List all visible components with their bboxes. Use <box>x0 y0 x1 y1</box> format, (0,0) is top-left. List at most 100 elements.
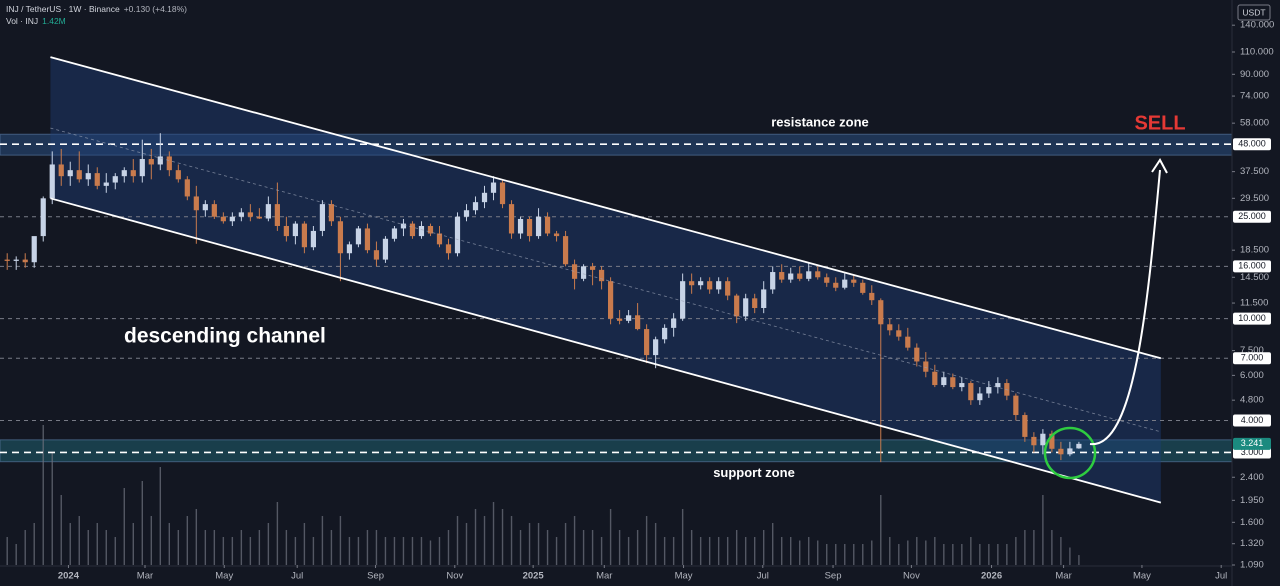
candle-body <box>680 281 686 319</box>
volume-header: Vol · INJ 1.42M <box>6 16 66 26</box>
candle-body <box>598 269 605 282</box>
candle-body <box>959 383 965 388</box>
candle-body <box>391 228 398 239</box>
candle-body <box>517 218 524 234</box>
x-tick-label: Jul <box>291 571 303 582</box>
level-label: 48.000 <box>1238 139 1266 149</box>
candle-body <box>617 318 623 321</box>
candle-body <box>328 204 335 222</box>
y-tick-label: 6.000 <box>1240 370 1264 381</box>
level-box <box>1233 260 1271 273</box>
candle-body <box>905 336 911 348</box>
candle-body <box>770 272 776 290</box>
zone-label: support zone <box>713 465 795 480</box>
volume-layer <box>6 425 1080 565</box>
symbol-header: INJ / TetherUS · 1W · Binance +0.130 (+4.… <box>6 4 187 14</box>
candle-body <box>788 273 794 280</box>
candle-body <box>220 216 226 222</box>
candle-body <box>725 281 731 296</box>
candle-body <box>265 204 271 219</box>
candle-body <box>734 295 740 317</box>
candle-body <box>1022 415 1028 437</box>
candle-body <box>4 259 10 261</box>
y-tick-label: 1.320 <box>1240 538 1264 549</box>
candle-body <box>364 228 371 251</box>
candle-body <box>635 315 641 330</box>
level-label: 3.000 <box>1241 447 1264 457</box>
candle-body <box>103 182 109 186</box>
y-tick-label: 29.500 <box>1240 193 1269 204</box>
candle-body <box>878 300 884 325</box>
candle-body <box>463 210 470 217</box>
arrow-head <box>1151 158 1168 174</box>
candle-body <box>797 273 803 279</box>
y-tick-label: 110.000 <box>1240 47 1274 58</box>
candle-body <box>1067 448 1073 455</box>
candle-body <box>274 204 280 226</box>
volume-value: 1.42M <box>42 16 66 26</box>
candle-body <box>896 330 902 337</box>
candle-body <box>562 236 569 265</box>
candle-body <box>986 387 992 394</box>
candle-body <box>427 225 434 234</box>
x-tick-label: Mar <box>1055 571 1071 582</box>
candle-body <box>607 281 614 319</box>
candle-body <box>139 159 145 177</box>
candle-body <box>553 233 560 237</box>
candle-body <box>589 266 596 270</box>
candle-body <box>310 230 317 248</box>
candle-body <box>229 216 235 222</box>
level-label: 25.000 <box>1238 211 1266 221</box>
candle-body <box>1058 448 1064 455</box>
candle-body <box>968 383 974 401</box>
channel-label: descending channel <box>124 325 326 348</box>
candle-body <box>851 279 857 283</box>
candle-body <box>580 266 587 279</box>
level-box <box>1233 414 1271 427</box>
candle-body <box>914 347 920 362</box>
candle-body <box>166 156 172 171</box>
candle-body <box>238 212 244 217</box>
candle-body <box>644 329 650 356</box>
candle-body <box>842 279 848 288</box>
volume-title: Vol · INJ <box>6 16 38 26</box>
channel-lower <box>50 197 1162 504</box>
candle-body <box>544 216 551 234</box>
y-tick-label: 2.400 <box>1240 472 1264 483</box>
y-tick-label: 1.600 <box>1240 517 1264 528</box>
candle-body <box>626 315 632 321</box>
candle-body <box>436 233 443 245</box>
y-tick-label: 58.000 <box>1240 118 1269 129</box>
candle-body <box>31 236 37 263</box>
y-tick-label: 1.090 <box>1240 560 1264 571</box>
y-tick-label: 1.950 <box>1240 495 1264 506</box>
candle-body <box>130 170 136 177</box>
candle-body <box>301 223 307 248</box>
currency: USDT <box>1242 7 1265 17</box>
annotation-layer: resistance zone support zone descending ch… <box>124 112 1186 480</box>
candle-body <box>824 277 830 283</box>
x-tick-label: Nov <box>903 571 920 582</box>
currency-box[interactable] <box>1237 4 1271 21</box>
x-tick-label: Mar <box>596 571 612 582</box>
x-tick-label: Nov <box>446 571 463 582</box>
y-tick-label: 11.500 <box>1240 298 1268 309</box>
candle-body <box>472 202 479 211</box>
candle-body <box>49 164 55 199</box>
x-tick-label: May <box>675 571 693 582</box>
candle-body <box>653 339 659 356</box>
candle-body <box>346 244 353 254</box>
candle-body <box>373 250 380 260</box>
candle-body <box>67 170 73 177</box>
level-box <box>1233 138 1271 151</box>
candle-body <box>941 377 947 386</box>
candle-body <box>211 204 217 217</box>
x-tick-label: 2025 <box>523 571 545 582</box>
candle-body <box>869 292 875 301</box>
channel-upper <box>50 56 1162 360</box>
y-tick-label: 37.500 <box>1240 166 1269 177</box>
candle-body <box>662 327 668 340</box>
signal-label: SELL <box>1134 112 1185 134</box>
candle-body <box>490 182 497 193</box>
